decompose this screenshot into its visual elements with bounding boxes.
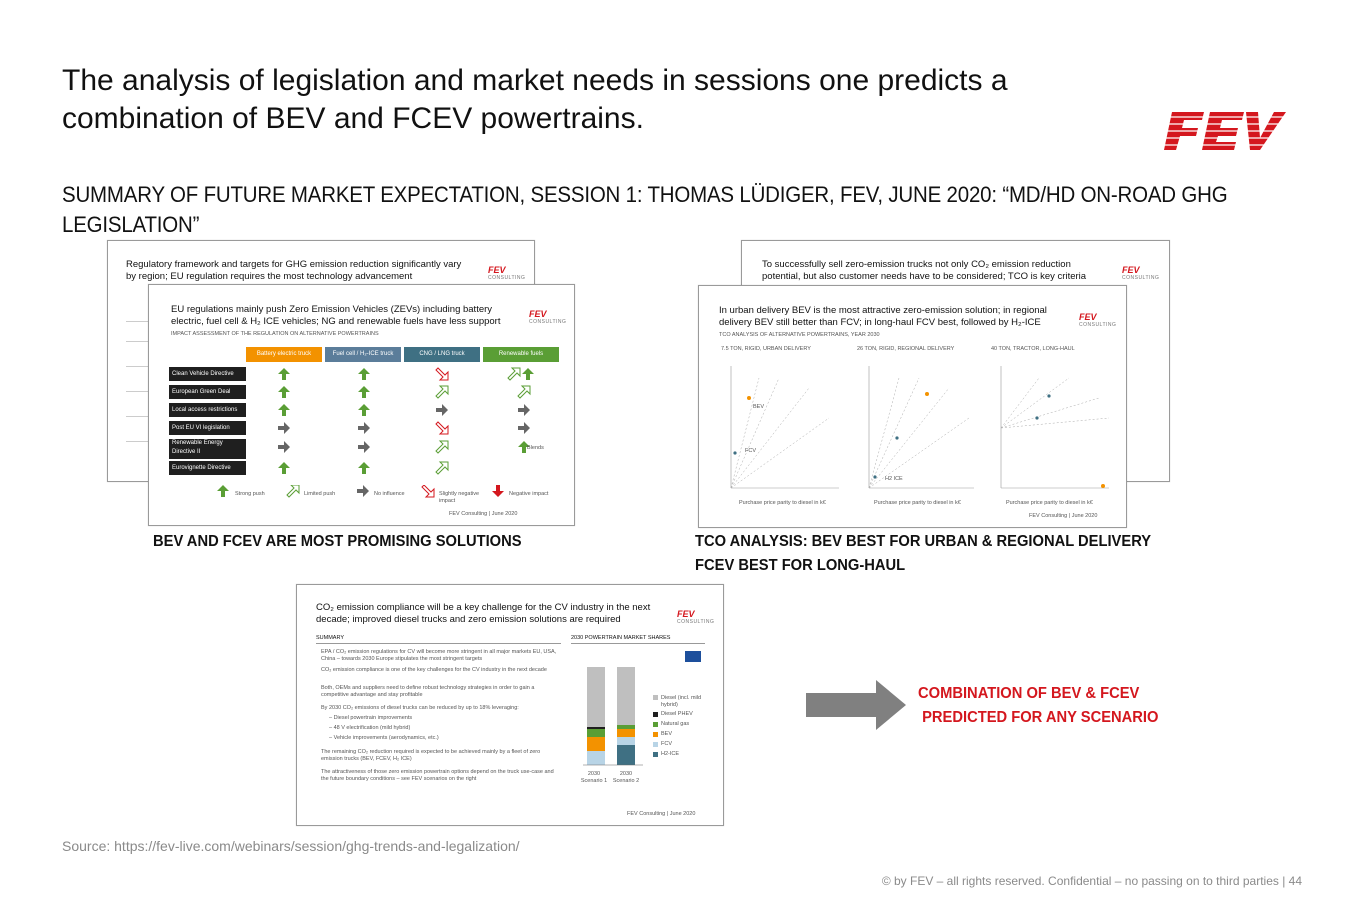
- series-label: BEV: [753, 404, 765, 410]
- summary-bullet: CO₂ emission compliance is one of the ke…: [321, 667, 547, 673]
- summary-bullet: – Diesel powertrain improvements: [329, 715, 413, 721]
- panel-title: 7.5 TON, RIGID, URBAN DELIVERY: [721, 346, 811, 352]
- legend-item: Strong push: [235, 491, 265, 497]
- right-arrow-icon: [806, 680, 906, 730]
- row-label: Renewable Energy Directive II: [169, 439, 246, 459]
- market-share-bars: [583, 667, 643, 766]
- fev-mini-logo: FEV CONSULTING: [1122, 265, 1160, 281]
- axis-label: Purchase price parity to diesel in k€: [1006, 500, 1093, 506]
- legend-item: Slightly negative impact: [439, 491, 480, 504]
- caption-right-line1: TCO ANALYSIS: BEV BEST FOR URBAN & REGIO…: [695, 533, 1152, 550]
- slide-subtitle: TCO ANALYSIS OF ALTERNATIVE POWERTRAINS,…: [719, 332, 880, 338]
- summary-bullet: By 2030 CO₂ emissions of diesel trucks c…: [321, 705, 519, 711]
- slide-footnote: FEV Consulting | June 2020: [449, 511, 518, 517]
- slide-title: To successfully sell zero-emission truck…: [762, 259, 1087, 282]
- legend-item: BEV: [661, 731, 673, 737]
- legend-icons: [217, 485, 504, 498]
- slide-subtitle: IMPACT ASSESSMENT OF THE REGULATION ON A…: [171, 331, 379, 337]
- fev-mini-logo: FEV CONSULTING: [1079, 312, 1117, 328]
- bar-category: 2030 Scenario 1: [580, 771, 608, 784]
- co2-compliance-slide: CO₂ emission compliance will be a key ch…: [296, 584, 724, 826]
- legend-item: Diesel PHEV: [661, 711, 693, 717]
- caption-left: BEV AND FCEV ARE MOST PROMISING SOLUTION…: [153, 533, 522, 550]
- legend-item: Natural gas: [661, 721, 690, 727]
- column-header: Battery electric truck: [246, 347, 322, 362]
- summary-bullet: Both, OEMs and suppliers need to define …: [321, 685, 535, 698]
- row-label: Clean Vehicle Directive: [169, 367, 246, 381]
- slide-footnote: FEV Consulting | June 2020: [627, 811, 696, 817]
- legend-swatches: [653, 695, 658, 757]
- fev-mini-logo: FEV CONSULTING: [677, 609, 715, 625]
- row-label: Local access restrictions: [169, 403, 246, 417]
- summary-bullet: The remaining CO₂ reduction required is …: [321, 749, 541, 762]
- summary-bullet: – Vehicle improvements (aerodynamics, et…: [329, 735, 439, 741]
- fev-mini-logo: FEV CONSULTING: [529, 309, 567, 325]
- row-label: European Green Deal: [169, 385, 246, 399]
- column-header: Fuel cell / H₂-ICE truck: [325, 347, 401, 362]
- eu-flag-icon: [685, 651, 701, 662]
- legend-item: FCV: [661, 741, 672, 747]
- caption-right-line2: FCEV BEST FOR LONG-HAUL: [695, 557, 906, 574]
- slide-footnote: FEV Consulting | June 2020: [1029, 513, 1098, 519]
- row-label: Eurovignette Directive: [169, 461, 246, 475]
- legend-item: No influence: [374, 491, 405, 497]
- chart-heading: 2030 POWERTRAIN MARKET SHARES: [571, 635, 671, 641]
- section-subtitle: SUMMARY OF FUTURE MARKET EXPECTATION, SE…: [62, 182, 1228, 237]
- column-header: CNG / LNG truck: [404, 347, 480, 362]
- axis-label: Purchase price parity to diesel in k€: [739, 500, 826, 506]
- tco-front-slide: In urban delivery BEV is the most attrac…: [698, 285, 1127, 528]
- series-label: FCV: [745, 448, 756, 454]
- legend-item: Negative impact: [509, 491, 549, 497]
- summary-bullet: EPA / CO₂ emission regulations for CV wi…: [321, 649, 557, 662]
- slide-title: EU regulations mainly push Zero Emission…: [171, 304, 501, 327]
- summary-bullet: – 48 V electrification (mild hybrid): [329, 725, 411, 731]
- row-label: Post EU VI legislation: [169, 421, 246, 435]
- panel-title: 26 TON, RIGID, REGIONAL DELIVERY: [857, 346, 955, 352]
- legend-item: Limited push: [304, 491, 336, 497]
- slide-title: Regulatory framework and targets for GHG…: [126, 259, 462, 282]
- slide-title: CO₂ emission compliance will be a key ch…: [316, 602, 651, 625]
- blends-label: Blends: [527, 445, 544, 451]
- page-footer: © by FEV – all rights reserved. Confiden…: [881, 874, 1302, 888]
- page-title: The analysis of legislation and market n…: [62, 64, 1008, 135]
- axis-label: Purchase price parity to diesel in k€: [874, 500, 961, 506]
- legend-item: Diesel (incl. mild hybrid): [661, 695, 702, 708]
- series-label: H2 ICE: [885, 476, 903, 482]
- source-note: Source: https://fev-live.com/webinars/se…: [62, 838, 520, 854]
- column-header: Renewable fuels: [483, 347, 559, 362]
- slide-title: In urban delivery BEV is the most attrac…: [719, 305, 1047, 328]
- conclusion-text: COMBINATION OF BEV & FCEV PREDICTED FOR …: [918, 685, 1159, 726]
- fev-mini-logo: FEV CONSULTING: [488, 265, 526, 281]
- legend-item: H2-ICE: [661, 751, 680, 757]
- summary-heading: SUMMARY: [316, 635, 345, 641]
- fev-logo: [1160, 112, 1286, 150]
- panel-title: 40 TON, TRACTOR, LONG-HAUL: [991, 346, 1075, 352]
- summary-bullet: The attractiveness of those zero emissio…: [321, 769, 554, 782]
- impact-arrows: [278, 367, 534, 475]
- tco-mini-charts: [730, 366, 1110, 489]
- bar-category: 2030 Scenario 2: [612, 771, 640, 784]
- legislation-front-slide: EU regulations mainly push Zero Emission…: [148, 284, 575, 526]
